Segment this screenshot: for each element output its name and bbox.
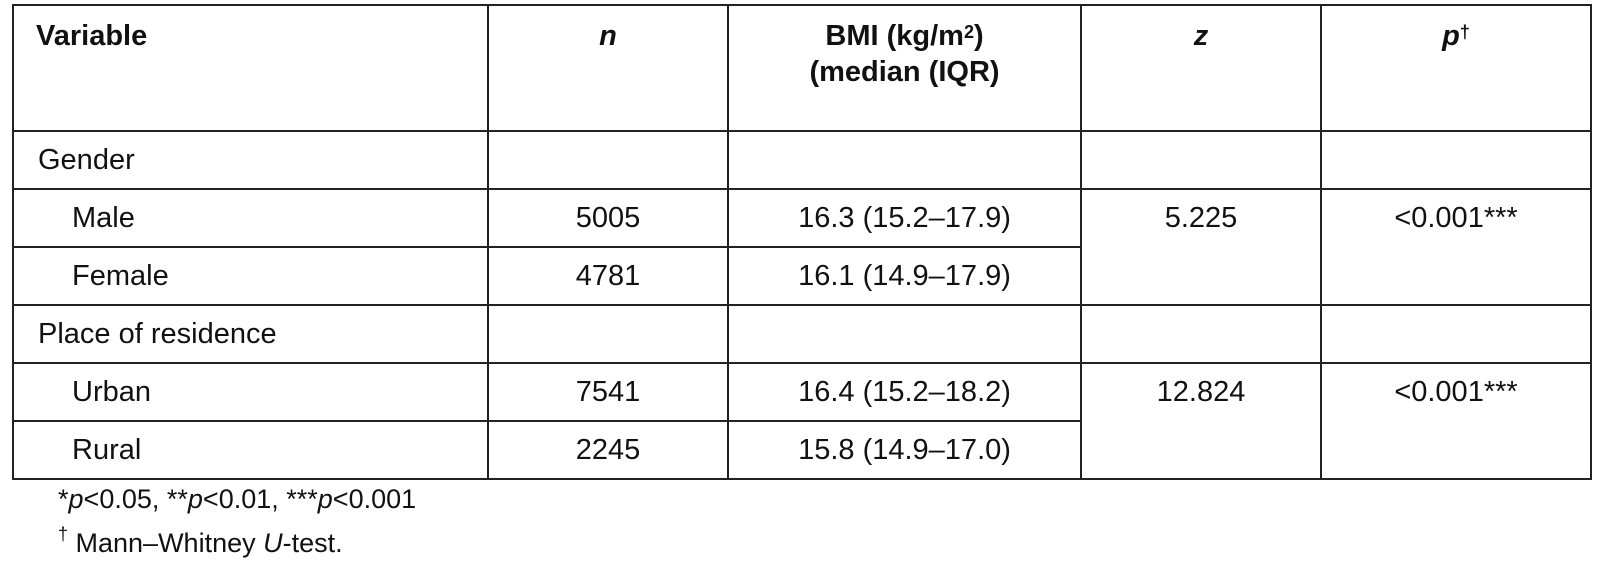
footnote: *p<0.05, **p<0.01, ***p<0.001: [58, 484, 416, 515]
empty-cell: [1320, 304, 1592, 364]
text: p: [68, 484, 84, 514]
header-cell: z: [1080, 4, 1322, 132]
data-row: Male 5005 16.3 (15.2–17.9) 5.225 <0.001***: [12, 188, 1592, 306]
z-cell: 12.824: [1080, 362, 1322, 480]
table: Variable n BMI (kg/m2) (median (IQR) z p†…: [12, 4, 1592, 480]
row-label: Female: [12, 246, 489, 306]
header-cell: n: [487, 4, 729, 132]
z-cell: 5.225: [1080, 188, 1322, 306]
empty-cell: [727, 304, 1082, 364]
n-cell: 4781: [487, 246, 729, 306]
data-row: Rural 2245 15.8 (14.9–17.0): [12, 420, 1591, 480]
row-label: Rural: [12, 420, 489, 480]
group-label: Place of residence: [12, 304, 489, 364]
text: p: [187, 484, 203, 514]
text: Mann–Whitney: [68, 528, 264, 558]
table-body: Gender Male 5005 16.3 (15.2–17.9) 5.225 <0.00…: [12, 130, 1592, 480]
header-text: p: [1442, 20, 1460, 52]
text: *: [58, 484, 69, 514]
header-cell: BMI (kg/m2) (median (IQR): [727, 4, 1082, 132]
row-label: Urban: [12, 362, 489, 422]
header-text: ): [973, 20, 984, 52]
bmi-cell: 15.8 (14.9–17.0): [727, 420, 1082, 480]
text: -test.: [282, 528, 343, 558]
header-row: Variable n BMI (kg/m2) (median (IQR) z p†: [12, 4, 1592, 132]
superscript: †: [1459, 22, 1470, 42]
p-cell: <0.001***: [1320, 188, 1592, 306]
empty-cell: [1080, 304, 1322, 364]
text: p: [317, 484, 333, 514]
n-cell: 2245: [487, 420, 729, 480]
text: U: [263, 528, 283, 558]
bmi-cell: 16.3 (15.2–17.9): [727, 188, 1082, 248]
empty-cell: [487, 130, 729, 190]
group-row: Gender: [12, 130, 1592, 190]
row-label: Male: [12, 188, 489, 248]
superscript: 2: [963, 22, 974, 42]
header-cell: p†: [1320, 4, 1592, 132]
empty-cell: [1320, 130, 1592, 190]
empty-cell: [727, 130, 1082, 190]
footnote: † Mann–Whitney U-test.: [58, 524, 343, 559]
text: <0.01, ***: [202, 484, 318, 514]
text: <0.001: [332, 484, 417, 514]
bmi-cell: 16.4 (15.2–18.2): [727, 362, 1082, 422]
empty-cell: [1080, 130, 1322, 190]
header-text: BMI (kg/m: [825, 20, 964, 52]
n-cell: 5005: [487, 188, 729, 248]
header-text: (median (IQR): [809, 56, 1000, 88]
n-cell: 7541: [487, 362, 729, 422]
group-label: Gender: [12, 130, 489, 190]
header-text: z: [1193, 20, 1209, 52]
data-row: Urban 7541 16.4 (15.2–18.2) 12.824 <0.001***: [12, 362, 1592, 480]
bmi-cell: 16.1 (14.9–17.9): [727, 246, 1082, 306]
group-row: Place of residence: [12, 304, 1592, 364]
data-row: Female 4781 16.1 (14.9–17.9): [12, 246, 1591, 306]
text: <0.05, **: [83, 484, 188, 514]
header-text: n: [599, 20, 617, 52]
header-cell: Variable: [12, 4, 489, 132]
superscript: †: [58, 524, 69, 544]
empty-cell: [487, 304, 729, 364]
p-cell: <0.001***: [1320, 362, 1592, 480]
